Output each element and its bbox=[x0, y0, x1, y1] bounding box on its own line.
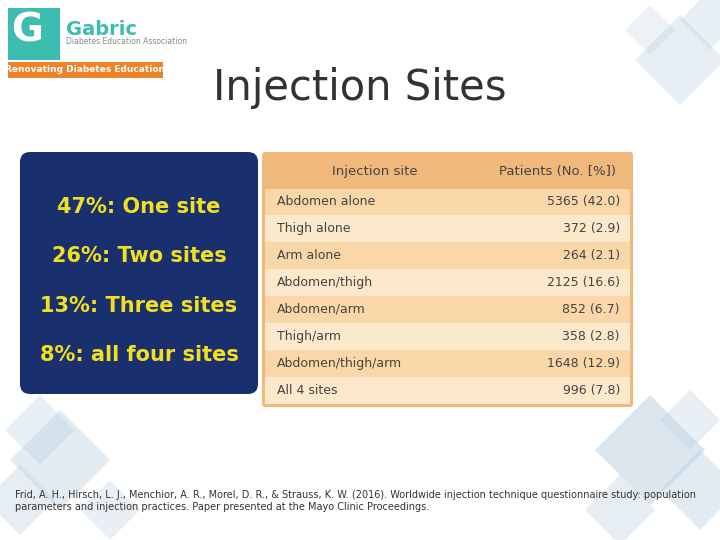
Text: Abdomen alone: Abdomen alone bbox=[277, 195, 375, 208]
FancyBboxPatch shape bbox=[20, 152, 258, 394]
Text: G: G bbox=[11, 12, 43, 50]
Text: 996 (7.8): 996 (7.8) bbox=[562, 384, 620, 397]
Bar bbox=[265, 269, 630, 296]
Polygon shape bbox=[635, 15, 720, 105]
Polygon shape bbox=[595, 395, 705, 505]
Polygon shape bbox=[625, 5, 675, 55]
Text: 13%: Three sites: 13%: Three sites bbox=[40, 296, 238, 316]
Text: Gabric: Gabric bbox=[66, 20, 137, 39]
Bar bbox=[265, 350, 630, 377]
Polygon shape bbox=[0, 465, 55, 535]
Text: Frid, A. H., Hirsch, L. J., Menchior, A. R., Morel, D. R., & Strauss, K. W. (201: Frid, A. H., Hirsch, L. J., Menchior, A.… bbox=[15, 490, 696, 500]
Text: 372 (2.9): 372 (2.9) bbox=[563, 222, 620, 235]
Text: 5365 (42.0): 5365 (42.0) bbox=[546, 195, 620, 208]
Text: 852 (6.7): 852 (6.7) bbox=[562, 303, 620, 316]
Text: Abdomen/thigh/arm: Abdomen/thigh/arm bbox=[277, 357, 402, 370]
Bar bbox=[8, 8, 158, 73]
Polygon shape bbox=[660, 390, 720, 450]
Text: Arm alone: Arm alone bbox=[277, 249, 341, 262]
Text: Thigh alone: Thigh alone bbox=[277, 222, 351, 235]
Polygon shape bbox=[10, 410, 110, 510]
Text: 8%: all four sites: 8%: all four sites bbox=[40, 345, 238, 365]
Text: Injection Sites: Injection Sites bbox=[213, 67, 507, 109]
Bar bbox=[265, 155, 630, 188]
Bar bbox=[8, 62, 163, 78]
Bar bbox=[265, 188, 630, 215]
Bar bbox=[265, 215, 630, 242]
Text: 47%: One site: 47%: One site bbox=[58, 197, 221, 217]
Text: Thigh/arm: Thigh/arm bbox=[277, 330, 341, 343]
Polygon shape bbox=[5, 395, 75, 465]
Bar bbox=[8, 8, 60, 60]
Text: All 4 sites: All 4 sites bbox=[277, 384, 338, 397]
Text: Renovating Diabetes Education: Renovating Diabetes Education bbox=[5, 65, 165, 75]
Polygon shape bbox=[585, 475, 655, 540]
Bar bbox=[265, 296, 630, 323]
FancyBboxPatch shape bbox=[262, 152, 633, 407]
Text: parameters and injection practices. Paper presented at the Mayo Clinic Proceedin: parameters and injection practices. Pape… bbox=[15, 502, 429, 512]
Text: 264 (2.1): 264 (2.1) bbox=[563, 249, 620, 262]
Text: 2125 (16.6): 2125 (16.6) bbox=[547, 276, 620, 289]
Bar bbox=[265, 377, 630, 404]
Text: 358 (2.8): 358 (2.8) bbox=[562, 330, 620, 343]
Text: Abdomen/arm: Abdomen/arm bbox=[277, 303, 366, 316]
Text: Patients (No. [%]): Patients (No. [%]) bbox=[499, 165, 616, 178]
Text: Injection site: Injection site bbox=[332, 165, 418, 178]
Polygon shape bbox=[680, 0, 720, 50]
Polygon shape bbox=[80, 480, 140, 540]
Text: Abdomen/thigh: Abdomen/thigh bbox=[277, 276, 373, 289]
Polygon shape bbox=[660, 450, 720, 530]
Text: Diabetes Education Association: Diabetes Education Association bbox=[66, 37, 187, 46]
Text: 1648 (12.9): 1648 (12.9) bbox=[547, 357, 620, 370]
Text: 26%: Two sites: 26%: Two sites bbox=[52, 246, 226, 266]
Bar bbox=[265, 323, 630, 350]
Bar bbox=[265, 242, 630, 269]
